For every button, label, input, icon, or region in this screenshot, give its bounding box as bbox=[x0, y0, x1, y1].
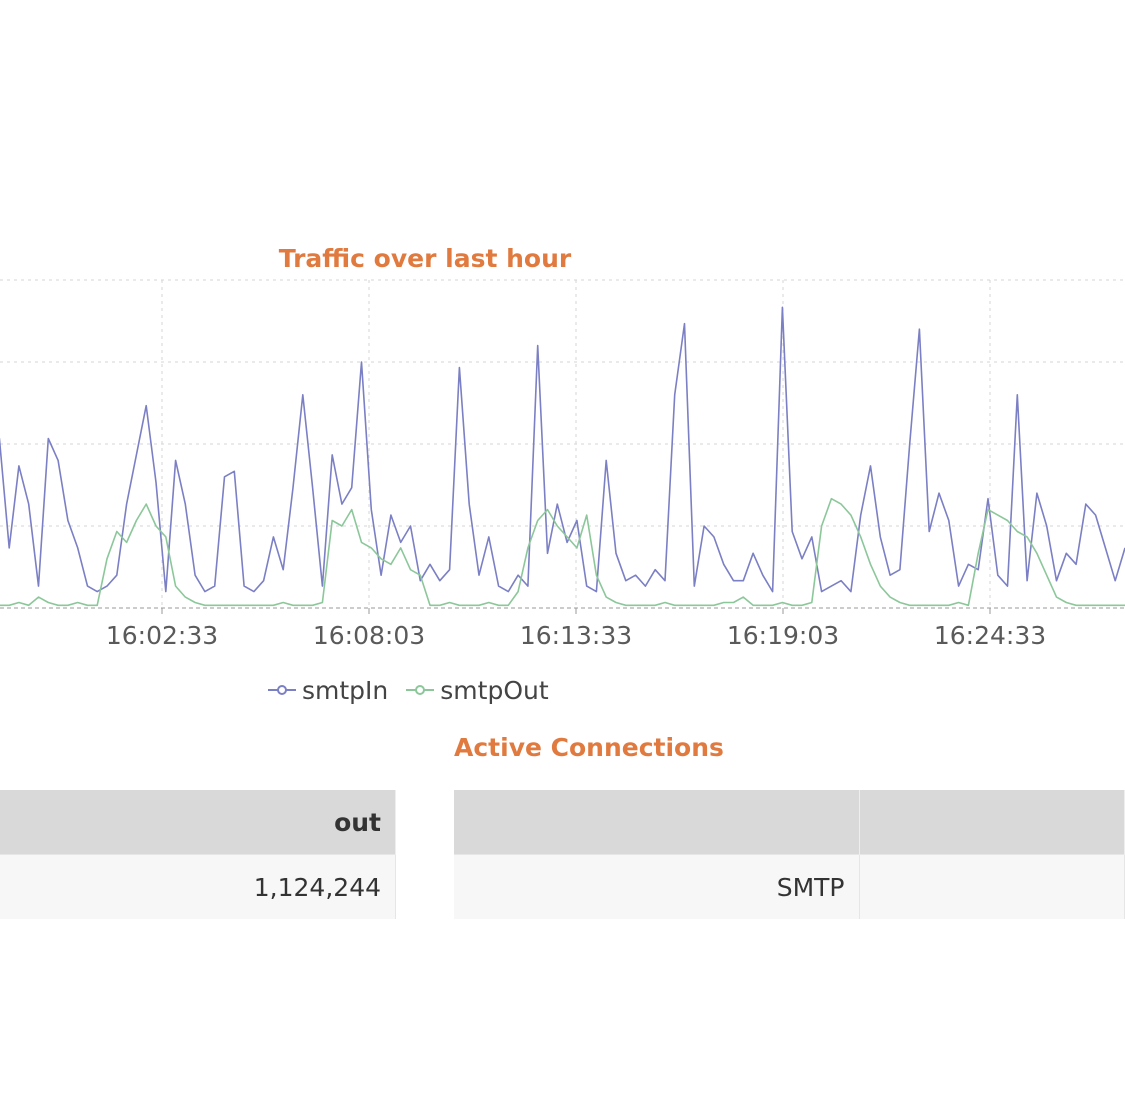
column-header-out[interactable]: out bbox=[0, 790, 396, 855]
legend-label-smtpin: smtpIn bbox=[302, 675, 389, 705]
column-header-count[interactable] bbox=[859, 790, 1125, 855]
x-tick-label: 16:13:33 bbox=[520, 621, 632, 650]
x-tick-label: 16:19:03 bbox=[727, 621, 839, 650]
cell-count bbox=[859, 854, 1125, 919]
column-header-protocol[interactable] bbox=[454, 790, 860, 855]
chart-title: Traffic over last hour bbox=[278, 244, 572, 273]
chart-legend: smtpIn smtpOut bbox=[268, 673, 549, 707]
active-connections-title: Active Connections bbox=[454, 733, 724, 762]
chart-series bbox=[0, 306, 1125, 607]
x-tick-label: 16:08:03 bbox=[313, 621, 425, 650]
table-header-row bbox=[454, 790, 1125, 855]
legend-item-smtpout[interactable]: smtpOut bbox=[406, 675, 549, 705]
chart-x-ticks: 16:02:33 16:08:03 16:13:33 16:19:03 16:24:33 bbox=[106, 608, 1046, 650]
cell-protocol: SMTP bbox=[454, 854, 860, 919]
x-tick-label: 16:24:33 bbox=[934, 621, 1046, 650]
series-line-smtpout[interactable] bbox=[0, 497, 1125, 607]
table-row: 1,124,244 bbox=[0, 854, 396, 919]
x-tick-label: 16:02:33 bbox=[106, 621, 218, 650]
series-line-smtpin[interactable] bbox=[0, 306, 1125, 593]
table-row: SMTP bbox=[454, 854, 1125, 919]
active-connections-table: SMTP bbox=[454, 790, 1125, 919]
legend-marker-smtpout-icon bbox=[406, 685, 435, 695]
legend-marker-smtpin-icon bbox=[268, 685, 296, 695]
legend-label-smtpout: smtpOut bbox=[440, 675, 549, 705]
traffic-totals-table: out 1,124,244 bbox=[0, 790, 396, 919]
table-header-row: out bbox=[0, 790, 396, 855]
cell-out-value: 1,124,244 bbox=[0, 854, 396, 919]
legend-item-smtpin[interactable]: smtpIn bbox=[268, 676, 388, 705]
